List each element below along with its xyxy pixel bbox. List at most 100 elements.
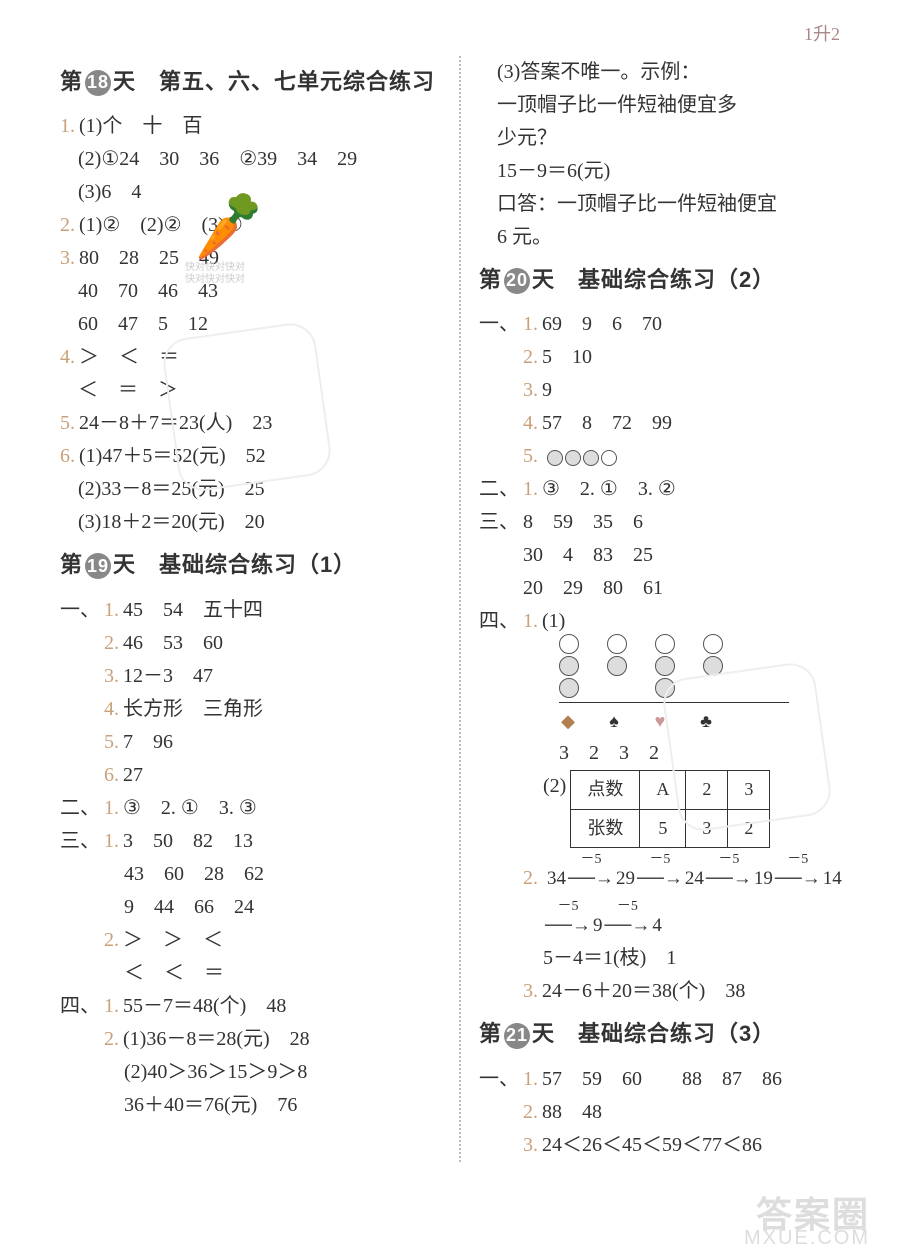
sub-num: 1. [104,995,119,1017]
circle-chart: ◆ ♠ ♥ ♣ [559,634,860,737]
circle-icon [655,678,675,698]
answer-text: (3)18＋2＝20(元) 20 [78,506,441,539]
sub-num: 1. [523,478,538,500]
section-mark: 二、 [479,473,523,506]
answer-text: ＞ ＞ ＜ [123,929,223,951]
grade-label: 1升2 [60,20,840,46]
table-cell: 3 [686,809,728,848]
day-prefix: 第 [60,552,83,577]
answer-text: 5－4＝1(枝) 1 [543,942,860,975]
sub-num: 3. [523,379,538,401]
answer-text: (1)个 十 百 [79,115,202,137]
circle-icon [547,450,563,466]
section-mark: 一、 [60,594,104,627]
day-18-title: 第18天 第五、六、七单元综合练习 [60,64,441,100]
answer-text: 24＜26＜45＜59＜77＜86 [542,1134,762,1156]
table-cell: 点数 [571,770,640,809]
circle-icon [607,656,627,676]
answer-text: 20 29 80 61 [523,572,860,605]
answer-text: (1)36－8＝28(元) 28 [123,1028,310,1050]
q-num: 1. [60,115,75,137]
answer-text: (1)② (2)② (3)① [79,214,243,236]
q-num: 6. [60,445,75,467]
chart-column [703,634,723,698]
answer-text: 57 59 60 88 87 86 [542,1068,782,1090]
sub-num: 1. [523,610,538,632]
q-num: 4. [60,346,75,368]
sub-num: 2. [523,346,538,368]
day-prefix: 第 [479,267,502,292]
chart-column [559,634,579,698]
sub-label: (2) [543,770,566,803]
answer-text: 8 59 35 6 [523,511,643,533]
club-icon: ♣ [697,707,715,737]
circle-icon [559,678,579,698]
answer-text: 36＋40＝76(元) 76 [124,1089,441,1122]
sub-num: 2. [104,1028,119,1050]
answer-text: 一顶帽子比一件短袖便宜多 [497,89,860,122]
circle-icon [601,450,617,466]
sub-num: 3. [523,1134,538,1156]
sub-num: 2. [523,867,538,889]
sub-num: 3. [104,665,119,687]
answer-text: 40 70 46 43 [78,275,441,308]
sub-num: 5. [523,445,538,467]
answer-text: 45 54 五十四 [123,599,263,621]
arrow-sequence-1: 34－5──→29－5──→24－5──→19－5──→14 [547,868,842,889]
answer-text: 口答：一顶帽子比一件短袖便宜 [497,188,860,221]
answer-text: 46 53 60 [123,632,223,654]
points-table: 点数 A 2 3 张数 5 3 2 [570,770,770,848]
answer-text: 57 8 72 99 [542,412,672,434]
answer-text: 9 [542,379,552,401]
answer-text: 24－8＋7＝23(人) 23 [79,412,272,434]
sub-num: 2. [104,632,119,654]
sub-num: 6. [104,764,119,786]
sub-num: 5. [104,731,119,753]
answer-text: 30 4 83 25 [523,539,860,572]
day-number-badge: 20 [504,268,530,294]
day-suffix: 天 第五、六、七单元综合练习 [113,69,435,94]
q-num: 3. [60,247,75,269]
q-num: 5. [60,412,75,434]
table-cell: A [640,770,686,809]
bottom-watermark-2: MXUE.COM [744,1227,870,1250]
sub-num: 1. [104,797,119,819]
circle-icon [559,656,579,676]
table-cell: 2 [728,809,770,848]
answer-text: (2)33－8＝25(元) 25 [78,473,441,506]
circle-icon [565,450,581,466]
sub-num: 3. [523,980,538,1002]
left-column: 第18天 第五、六、七单元综合练习 1.(1)个 十 百 (2)①24 30 3… [60,56,459,1162]
day-prefix: 第 [60,69,83,94]
diamond-icon: ◆ [559,707,577,737]
section-mark: 四、 [479,605,523,638]
answer-text: (2)40＞36＞15＞9＞8 [124,1056,441,1089]
spade-icon: ♠ [605,707,623,737]
sub-num: 4. [523,412,538,434]
day-19-title: 第19天 基础综合练习（1） [60,547,441,583]
q-num: 2. [60,214,75,236]
answer-text: 9 44 66 24 [124,891,441,924]
sub-num: 1. [104,830,119,852]
answer-text: 7 96 [123,731,173,753]
answer-text: (3)答案不唯一。示例： [497,56,860,89]
answer-text: 3 2 3 2 [559,737,860,770]
answer-text: 长方形 三角形 [123,698,263,720]
sub-num: 2. [104,929,119,951]
day-prefix: 第 [479,1021,502,1046]
sub-num: 1. [104,599,119,621]
answer-text: 88 48 [542,1101,602,1123]
answer-text: 少元？ [497,122,860,155]
section-mark: 四、 [60,990,104,1023]
answer-text: 3 50 82 13 [123,830,253,852]
circle-icon [559,634,579,654]
section-mark: 一、 [479,1063,523,1096]
day-21-title: 第21天 基础综合练习（3） [479,1016,860,1052]
answer-text: ③ 2. ① 3. ② [542,478,676,500]
section-mark: 三、 [479,506,523,539]
answer-text: 6 元。 [497,221,860,254]
circle-icon [703,634,723,654]
table-cell: 2 [686,770,728,809]
day-20-title: 第20天 基础综合练习（2） [479,262,860,298]
section-mark: 一、 [479,308,523,341]
